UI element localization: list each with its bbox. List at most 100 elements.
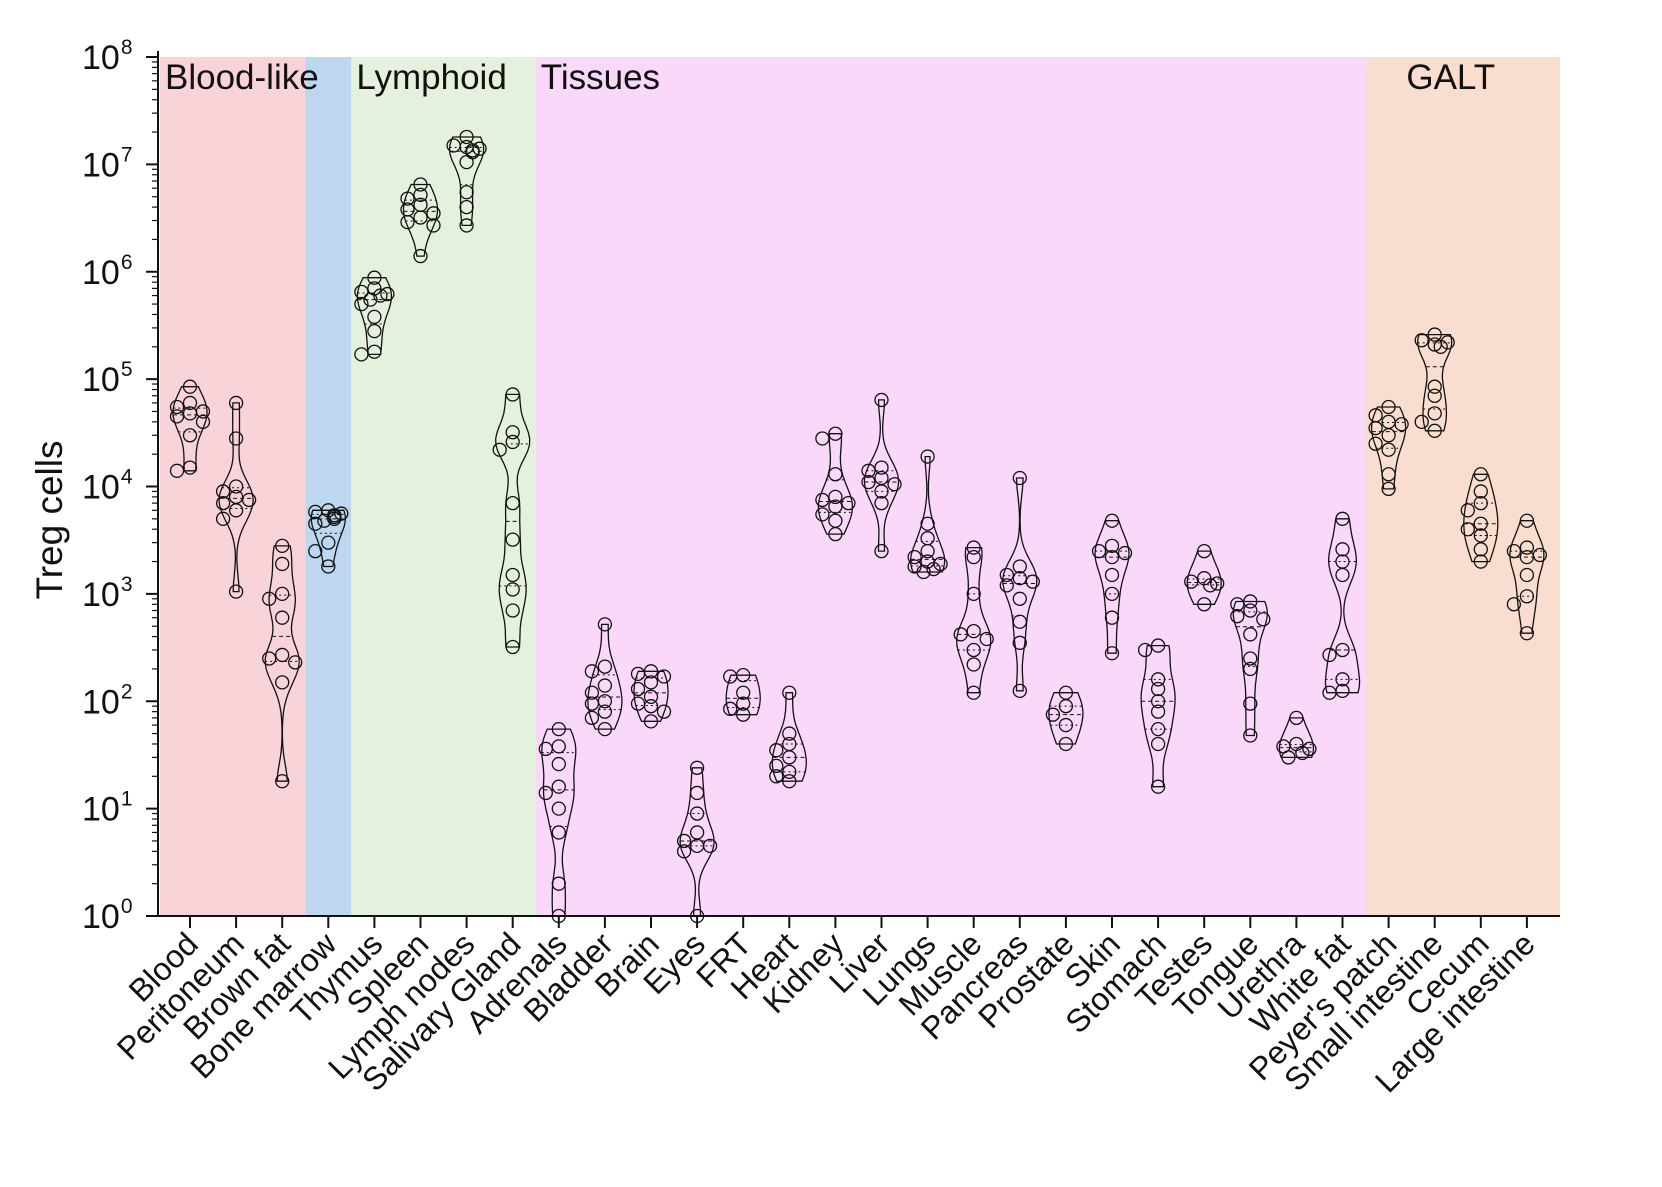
violin-heart	[769, 685, 807, 789]
data-point-blood	[182, 460, 198, 475]
data-point-kidney	[815, 492, 830, 508]
data-point-skin	[1104, 549, 1120, 565]
data-point-thymus	[380, 286, 395, 302]
data-point-stomach	[1137, 642, 1153, 658]
region-band-1	[305, 57, 352, 916]
data-point-blood	[182, 379, 198, 394]
data-point-skin	[1104, 646, 1120, 661]
data-point-adrenals	[551, 756, 566, 772]
data-point-tongue	[1243, 728, 1258, 743]
violin-outline-prostate	[1048, 692, 1084, 745]
data-point-prostate	[1058, 736, 1074, 752]
data-point-brown-fat	[275, 774, 290, 789]
data-point-tongue	[1243, 651, 1258, 666]
data-point-adrenals	[551, 779, 566, 794]
data-point-bladder	[584, 664, 600, 679]
data-point-large-intestine	[1519, 626, 1535, 641]
data-point-spleen	[400, 214, 415, 230]
data-point-bone-marrow	[321, 559, 336, 574]
data-point-stomach	[1150, 694, 1166, 709]
data-point-lymph-nodes	[472, 141, 487, 156]
data-point-white-fat	[1322, 647, 1337, 663]
data-point-brown-fat	[275, 675, 290, 690]
data-point-blood	[182, 406, 198, 421]
y-tick-label: 104	[82, 466, 133, 507]
y-tick-exponent: 8	[121, 36, 133, 59]
data-point-kidney	[828, 499, 843, 514]
data-point-bladder	[597, 721, 613, 737]
violin-lungs	[907, 449, 948, 580]
y-tick-label: 106	[82, 251, 133, 292]
data-point-thymus	[367, 309, 382, 325]
data-point-urethra	[1295, 745, 1310, 761]
data-point-tongue	[1243, 661, 1258, 677]
violin-outline-frt	[725, 674, 761, 716]
violin-blood	[169, 379, 211, 478]
violin-outline-lungs	[909, 455, 946, 573]
data-point-skin	[1104, 538, 1120, 554]
data-point-lungs	[916, 564, 931, 580]
data-point-tongue	[1243, 696, 1258, 711]
data-point-brown-fat	[275, 538, 290, 554]
violin-outline-thymus	[356, 277, 393, 356]
violin-white-fat	[1322, 511, 1361, 700]
data-point-muscle	[979, 631, 994, 647]
y-tick-base: 10	[82, 361, 120, 399]
violin-outline-adrenals	[541, 728, 577, 917]
data-point-brain	[643, 689, 659, 704]
data-point-adrenals	[551, 801, 566, 816]
data-point-bladder	[597, 617, 613, 632]
violin-kidney	[815, 426, 856, 542]
region-label-galt: GALT	[1406, 58, 1495, 97]
data-point-peyer-s-patch	[1381, 399, 1396, 415]
data-point-eyes	[689, 760, 705, 775]
data-point-brain	[643, 675, 659, 690]
violin-outline-muscle	[956, 546, 992, 694]
violin-outline-brain	[633, 670, 669, 722]
data-point-pancreas	[1012, 635, 1027, 650]
data-point-lungs	[920, 516, 935, 531]
data-point-eyes	[689, 785, 705, 801]
data-point-skin	[1104, 513, 1120, 528]
data-point-blood	[169, 399, 185, 415]
data-point-peyer-s-patch	[1394, 417, 1409, 432]
data-point-skin	[1104, 586, 1120, 602]
data-point-testes	[1197, 597, 1212, 612]
data-point-peritoneum	[241, 492, 257, 508]
data-point-peyer-s-patch	[1381, 467, 1396, 482]
data-point-liver	[861, 463, 876, 478]
data-point-blood	[182, 395, 198, 411]
data-point-brain	[630, 666, 646, 681]
data-point-salivary-gland	[505, 495, 520, 511]
region-galt	[1365, 57, 1560, 916]
data-point-thymus	[354, 296, 369, 312]
data-point-pancreas	[1025, 574, 1040, 589]
data-point-salivary-gland	[505, 567, 520, 583]
data-point-bone-marrow	[308, 543, 323, 559]
violin-spleen	[400, 177, 441, 264]
data-point-salivary-gland	[492, 442, 507, 457]
data-point-small-intestine	[1427, 406, 1442, 421]
data-point-brain	[630, 681, 646, 697]
violin-muscle	[953, 540, 994, 700]
data-point-kidney	[841, 495, 856, 511]
data-point-pancreas	[1012, 683, 1027, 698]
data-point-salivary-gland	[505, 434, 520, 450]
y-tick-base: 10	[82, 898, 120, 936]
violin-brown-fat	[262, 538, 303, 789]
y-tick-base: 10	[82, 683, 120, 721]
data-point-brown-fat	[275, 556, 290, 572]
violin-skin	[1091, 513, 1133, 661]
violins	[169, 129, 1548, 924]
violin-bone-marrow	[308, 503, 349, 574]
data-point-lungs	[920, 449, 935, 464]
data-point-white-fat	[1335, 642, 1350, 658]
y-tick-base: 10	[82, 791, 120, 829]
violin-outline-bone-marrow	[310, 509, 346, 568]
data-point-heart	[769, 769, 784, 784]
data-point-spleen	[426, 218, 441, 233]
data-point-large-intestine	[1519, 540, 1535, 555]
data-point-liver	[861, 474, 876, 490]
